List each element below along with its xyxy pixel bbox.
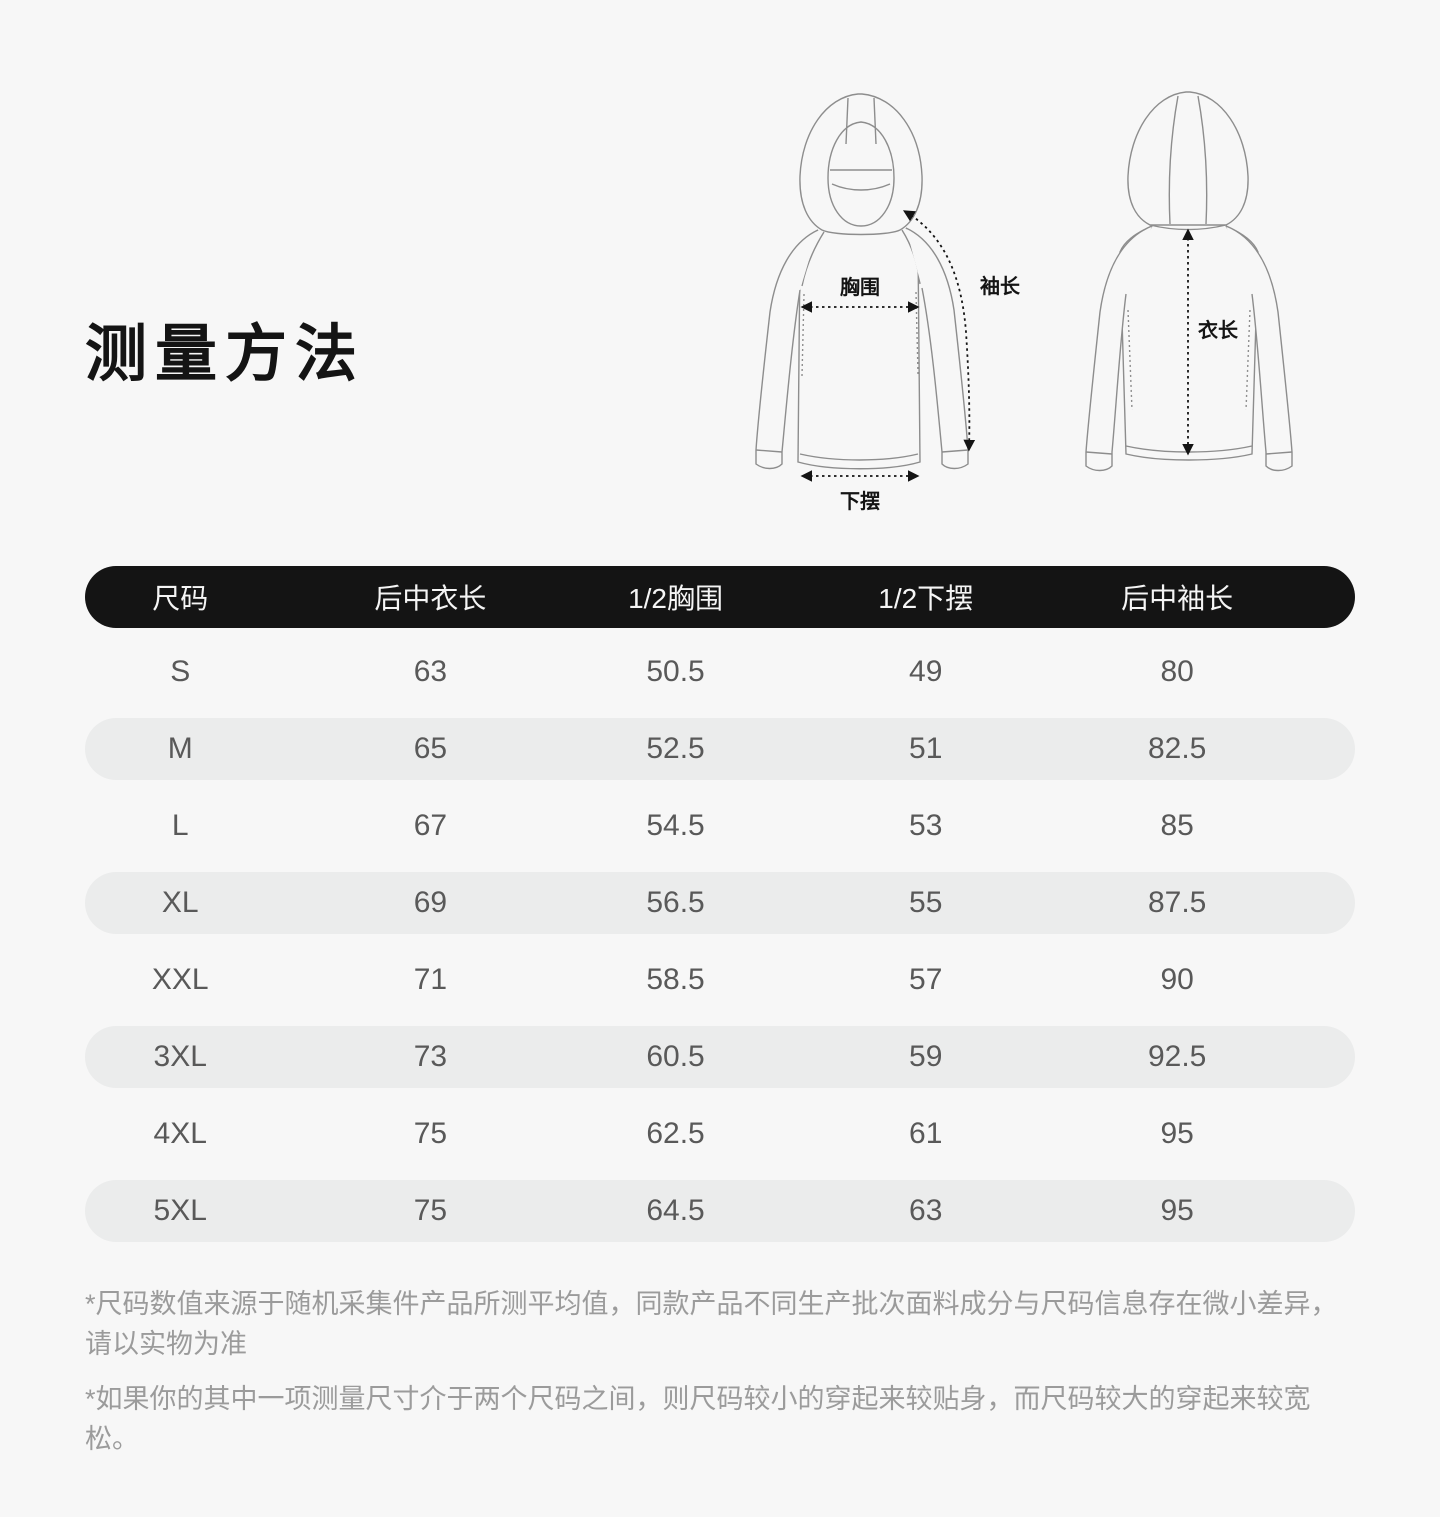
table-row: 5XL 75 64.5 63 95 [85,1180,1355,1242]
cell-value: 53 [909,809,943,842]
cell-size: XL [161,886,199,919]
cell-value: 56.5 [646,886,705,919]
cell-value: 60.5 [646,1040,705,1073]
table-row: XL 69 56.5 55 87.5 [85,872,1355,934]
length-label: 衣长 [1198,318,1239,342]
cell-size: XXL [151,963,209,996]
cell-value: 85 [1160,809,1194,842]
cell-size: L [171,809,189,842]
header-cell-sleeve: 后中袖长 [1121,583,1234,614]
chest-label: 胸围 [840,275,880,299]
cell-value: 71 [413,963,448,996]
cell-size: 5XL [153,1194,207,1227]
cell-value: 64.5 [646,1194,705,1227]
cell-size: 4XL [153,1117,207,1150]
cell-value: 49 [909,655,943,688]
footnotes: *尺码数值来源于随机采集件产品所测平均值，同款产品不同生产批次面料成分与尺码信息… [85,1284,1359,1474]
table-row: 4XL 75 62.5 61 95 [85,1103,1355,1165]
cell-value: 87.5 [1147,886,1207,919]
size-table: 尺码 后中衣长 1/2胸围 1/2下摆 后中袖长 S 63 50.5 49 80 M 65 5… [85,566,1355,1257]
cell-value: 51 [909,732,943,765]
cell-value: 90 [1160,963,1194,996]
table-row: XXL 71 58.5 57 90 [85,949,1355,1011]
garment-front-diagram: 胸围 袖长 下摆 [755,93,1021,513]
table-row: M 65 52.5 51 82.5 [85,718,1355,780]
cell-value: 95 [1160,1117,1194,1150]
cell-value: 67 [413,809,448,842]
table-row: S 63 50.5 49 80 [85,641,1355,703]
cell-value: 54.5 [646,809,705,842]
cell-value: 57 [909,963,943,996]
cell-size: M [167,732,193,765]
cell-value: 75 [413,1194,448,1227]
cell-value: 75 [413,1117,448,1150]
cell-value: 52.5 [646,732,705,765]
cell-size: 3XL [153,1040,207,1073]
cell-value: 59 [909,1040,943,1073]
table-row: L 67 54.5 53 85 [85,795,1355,857]
garment-back-diagram: 衣长 [1085,91,1293,472]
size-table-header: 尺码 后中衣长 1/2胸围 1/2下摆 后中袖长 [85,566,1355,628]
cell-value: 73 [413,1040,448,1073]
cell-value: 62.5 [646,1117,705,1150]
header-cell-half-hem: 1/2下摆 [878,583,974,614]
footnote-2: *如果你的其中一项测量尺寸介于两个尺码之间，则尺码较小的穿起来较贴身，而尺码较大… [85,1384,1311,1454]
cell-value: 63 [909,1194,943,1227]
cell-size: S [170,655,191,688]
cell-value: 50.5 [646,655,705,688]
cell-value: 69 [413,886,448,919]
cell-value: 95 [1160,1194,1194,1227]
hem-label: 下摆 [840,490,880,513]
footnote-1: *尺码数值来源于随机采集件产品所测平均值，同款产品不同生产批次面料成分与尺码信息… [85,1289,1338,1359]
sleeve-measure-arrow-icon [902,210,976,452]
cell-value: 80 [1160,655,1194,688]
cell-value: 65 [413,732,448,765]
sleeve-label: 袖长 [980,274,1021,298]
cell-value: 82.5 [1147,732,1207,765]
cell-value: 92.5 [1147,1040,1207,1073]
cell-value: 63 [413,655,448,688]
table-row: 3XL 73 60.5 59 92.5 [85,1026,1355,1088]
header-cell-half-chest: 1/2胸围 [628,583,723,614]
cell-value: 58.5 [646,963,705,996]
cell-value: 55 [909,886,943,919]
page-title: 测量方法 [85,320,366,389]
hoodie-back-outline-icon [1085,91,1293,472]
cell-value: 61 [909,1117,943,1150]
header-cell-size: 尺码 [152,583,209,614]
header-cell-back-length: 后中衣长 [374,583,487,614]
